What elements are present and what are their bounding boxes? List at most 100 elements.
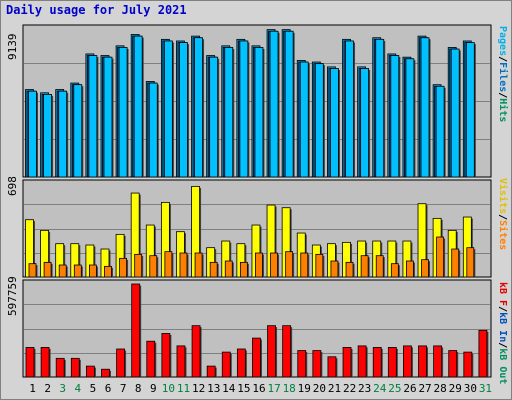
pages-bar: [163, 40, 173, 178]
kb-f-bar: [55, 357, 65, 378]
sites-bar: [194, 252, 203, 278]
pages-bar: [465, 42, 475, 178]
x-tick-label: 7: [120, 382, 127, 395]
legend-kbout: kB Out: [497, 348, 508, 385]
kb-f-bar: [327, 356, 337, 378]
sites-bar: [345, 261, 354, 278]
middle-legend: Visits/Sites: [497, 178, 508, 250]
pages-bar: [148, 82, 158, 178]
kb-f-bar: [342, 347, 352, 378]
pages-bar: [43, 94, 52, 178]
x-tick-label: 21: [328, 382, 341, 395]
pages-bar: [103, 56, 113, 178]
pages-bar: [194, 37, 203, 178]
x-tick-label: 27: [418, 382, 431, 395]
kb-f-bar: [101, 368, 110, 378]
sites-bar: [209, 261, 218, 278]
kb-f-bar: [25, 347, 35, 378]
sites-bar: [270, 252, 278, 278]
kb-f-bar: [70, 357, 80, 378]
x-tick-label: 11: [177, 382, 190, 395]
sites-bar: [285, 251, 294, 278]
pages-bar: [28, 90, 37, 178]
legend-visits: Visits: [497, 178, 508, 215]
sites-bar: [406, 260, 414, 278]
kb-f-bar: [176, 345, 186, 378]
pages-bar: [390, 55, 400, 178]
pages-bar: [314, 63, 324, 178]
x-tick-label: 20: [313, 382, 326, 395]
sites-bar: [436, 236, 445, 278]
x-tick-label: 12: [192, 382, 205, 395]
sites-bar: [149, 255, 158, 278]
pages-bar: [254, 47, 264, 178]
legend-kbf: kB F: [497, 282, 508, 307]
pages-bar: [73, 84, 83, 178]
kb-f-bar: [463, 351, 473, 378]
pages-bar: [269, 30, 279, 178]
pages-bar: [420, 37, 430, 178]
pages-bar: [375, 38, 385, 178]
legend-kbin: kB In: [497, 312, 508, 343]
sites-bar: [28, 263, 37, 278]
x-tick-label: 26: [403, 382, 416, 395]
pages-bar: [239, 40, 249, 178]
legend-sites: Sites: [497, 220, 508, 251]
kb-f-bar: [357, 345, 367, 378]
kb-f-bar: [221, 351, 231, 378]
kb-f-bar: [252, 337, 261, 378]
sites-bar: [73, 264, 82, 278]
sites-bar: [451, 248, 460, 278]
sites-bar: [315, 253, 324, 278]
sites-bar: [179, 252, 188, 278]
pages-bar: [88, 55, 98, 178]
kb-f-bar: [448, 350, 458, 378]
x-tick-label: 1: [29, 382, 36, 395]
pages-bar: [118, 47, 128, 178]
bottom-legend: kB F/kB In/kB Out: [497, 282, 508, 384]
x-tick-label: 22: [343, 382, 356, 395]
x-tick-label: 31: [479, 382, 492, 395]
kb-f-bar: [387, 347, 397, 378]
sites-bar: [43, 261, 52, 278]
sites-bar: [88, 264, 97, 278]
kb-f-bar: [418, 345, 427, 378]
x-tick-label: 23: [358, 382, 371, 395]
kb-f-bar: [85, 365, 95, 378]
pages-bar: [435, 85, 445, 178]
kb-f-bar: [206, 365, 216, 378]
x-tick-label: 14: [222, 382, 236, 395]
sites-bar: [390, 263, 399, 278]
x-tick-label: 8: [135, 382, 142, 395]
x-tick-label: 13: [207, 382, 220, 395]
x-tick-label: 17: [267, 382, 280, 395]
sites-bar: [255, 252, 263, 278]
sites-bar: [239, 261, 248, 278]
x-tick-label: 16: [252, 382, 265, 395]
kb-f-bar: [236, 348, 246, 378]
kb-f-bar: [40, 347, 50, 378]
sites-bar: [375, 255, 384, 278]
x-tick-label: 15: [237, 382, 250, 395]
pages-bar: [405, 58, 415, 178]
pages-bar: [345, 40, 354, 178]
sites-bar: [58, 264, 67, 278]
x-tick-label: 19: [298, 382, 311, 395]
bottom-ymax-label: 597759: [6, 276, 19, 316]
pages-bar: [360, 68, 370, 178]
legend-files: Files: [497, 62, 508, 93]
pages-bar: [284, 30, 294, 178]
kb-f-bar: [146, 340, 156, 378]
kb-f-bar: [267, 325, 276, 378]
pages-bar: [450, 48, 460, 178]
x-tick-label: 5: [90, 382, 97, 395]
kb-f-bar: [282, 325, 292, 378]
kb-f-bar: [372, 347, 382, 378]
sites-bar: [164, 251, 173, 278]
kb-f-bar: [297, 350, 307, 378]
x-tick-label: 10: [162, 382, 175, 395]
kb-f-bar: [116, 348, 125, 378]
pages-bar: [209, 56, 219, 178]
sites-bar: [134, 253, 143, 278]
